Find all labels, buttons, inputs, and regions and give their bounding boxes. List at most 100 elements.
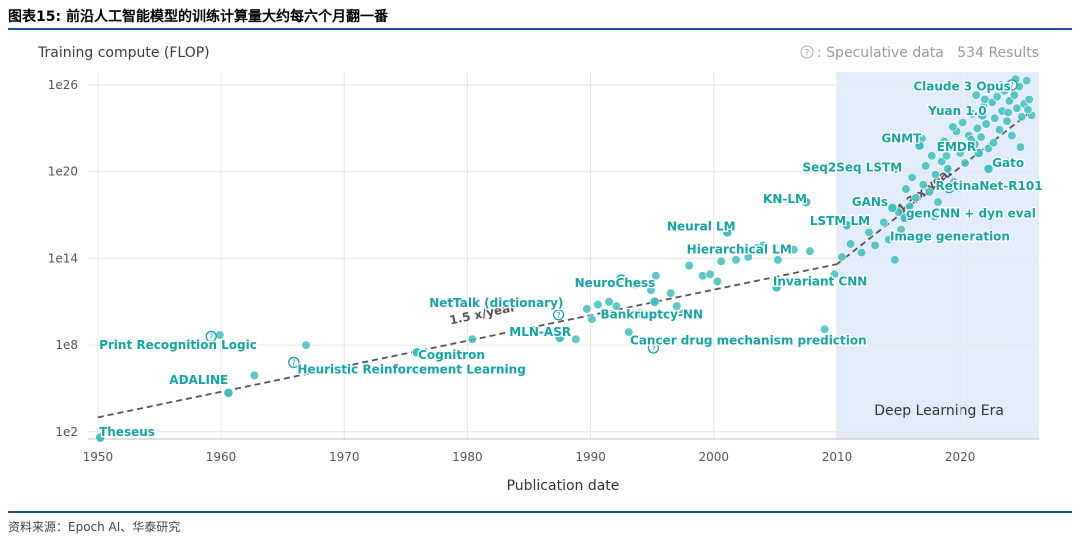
data-point [966, 135, 976, 145]
y-axis-title: Training compute (FLOP) [37, 45, 210, 61]
axis-layer: 1950 1960 1970 1980 1990 2000 2010 2020 1e26 1e20… [48, 78, 1039, 464]
x-tick-label: 1960 [206, 450, 237, 464]
speculative-point [552, 309, 565, 321]
data-point [789, 245, 799, 255]
labeled-data-point [841, 220, 852, 231]
data-point [1024, 94, 1034, 105]
x-tick-label: 1970 [329, 450, 360, 464]
data-point [698, 271, 708, 281]
data-point [630, 279, 640, 289]
data-point [981, 119, 991, 129]
data-point [301, 340, 311, 350]
y-tick-label: 1e14 [48, 251, 78, 265]
labeled-data-point [801, 197, 812, 207]
speculative-point-glyph: ? [1010, 81, 1014, 90]
point-label: Theseus [99, 425, 155, 439]
data-point [467, 334, 477, 344]
data-point [684, 261, 694, 271]
point-label: GNMT [881, 131, 922, 145]
data-point [924, 187, 934, 197]
data-point [864, 227, 874, 237]
y-tick-label: 1e2 [55, 425, 78, 439]
data-point [948, 122, 958, 132]
data-point [884, 235, 894, 245]
labeled-data-point [887, 202, 898, 213]
data-point [942, 151, 952, 161]
speculative-point-glyph: ? [292, 359, 296, 368]
speculative-icon-glyph: ? [805, 49, 810, 59]
labeled-data-point [771, 282, 782, 293]
labeled-data-point [973, 148, 984, 158]
data-point [582, 304, 592, 314]
data-point [901, 184, 911, 194]
data-point [829, 269, 840, 279]
title-rule [8, 28, 1072, 30]
data-point [604, 297, 614, 307]
speculative-legend-label: : Speculative data [817, 45, 944, 61]
data-point [624, 327, 634, 337]
era-band [836, 72, 1039, 439]
point-label: Cognitron [418, 348, 485, 362]
y-tick-label: 1e26 [48, 78, 78, 92]
data-point [820, 324, 830, 334]
data-point [1007, 130, 1017, 141]
data-point [955, 148, 965, 158]
data-point [914, 208, 925, 219]
data-point [1023, 104, 1033, 115]
legend: ? : Speculative data 534 Results [800, 45, 1039, 61]
data-point [945, 142, 955, 152]
data-point [712, 276, 723, 287]
data-point [921, 161, 931, 171]
data-point [1002, 116, 1012, 126]
data-point [672, 301, 682, 311]
labeled-data-point [554, 332, 565, 343]
point-label: RetinaNet-R101 [936, 179, 1043, 193]
data-point [678, 308, 688, 318]
labeled-data-point [722, 227, 733, 238]
speculative-point-glyph: ? [947, 184, 951, 193]
data-point [716, 256, 726, 266]
x-tick-label: 2000 [699, 450, 730, 464]
labeled-data-point [914, 140, 925, 151]
training-compute-chart: Deep Learning Era 1950 1960 1970 1980 1990 20… [37, 45, 1044, 494]
points-layer: ??????? [95, 74, 1037, 443]
x-tick-label: 2010 [822, 450, 853, 464]
point-label: Heuristic Reinforcement Learning [297, 363, 525, 377]
point-label: LSTM LM [810, 214, 870, 228]
point-label: MLN-ASR [509, 325, 571, 339]
data-point [705, 269, 715, 279]
data-point [930, 169, 941, 180]
labeled-data-point [649, 296, 660, 307]
figure-source: 资料来源：Epoch AI、华泰研究 [8, 520, 181, 534]
data-point [1015, 142, 1026, 152]
speculative-point-glyph: ? [556, 311, 560, 320]
data-point [651, 271, 661, 281]
x-axis-title: Publication date [507, 478, 620, 494]
data-point [911, 193, 921, 203]
data-point [845, 239, 856, 249]
data-point [857, 248, 867, 258]
labeled-data-point [889, 163, 900, 174]
labeled-data-point [95, 432, 106, 443]
data-point [773, 255, 783, 265]
data-point [249, 370, 259, 381]
point-label: NeuroChess [575, 276, 656, 290]
data-point [971, 90, 981, 100]
era-label: Deep Learning Era [874, 403, 1004, 419]
speculative-point [288, 356, 300, 369]
speculative-point [615, 274, 628, 286]
speculative-point-glyph: ? [209, 333, 213, 342]
data-point [890, 255, 900, 265]
point-label: genCNN + dyn eval [906, 207, 1036, 221]
point-label: EMDR [937, 140, 976, 154]
speculative-point [205, 330, 217, 343]
speculative-point-glyph: ? [619, 276, 623, 285]
point-label: Print Recognition Logic [99, 338, 257, 352]
data-point [943, 164, 953, 174]
labeled-data-point [977, 110, 988, 121]
data-point [907, 172, 917, 183]
labeled-data-point [983, 163, 994, 174]
data-point [1009, 90, 1019, 100]
labeled-data-point [752, 243, 762, 254]
data-point [646, 285, 656, 295]
